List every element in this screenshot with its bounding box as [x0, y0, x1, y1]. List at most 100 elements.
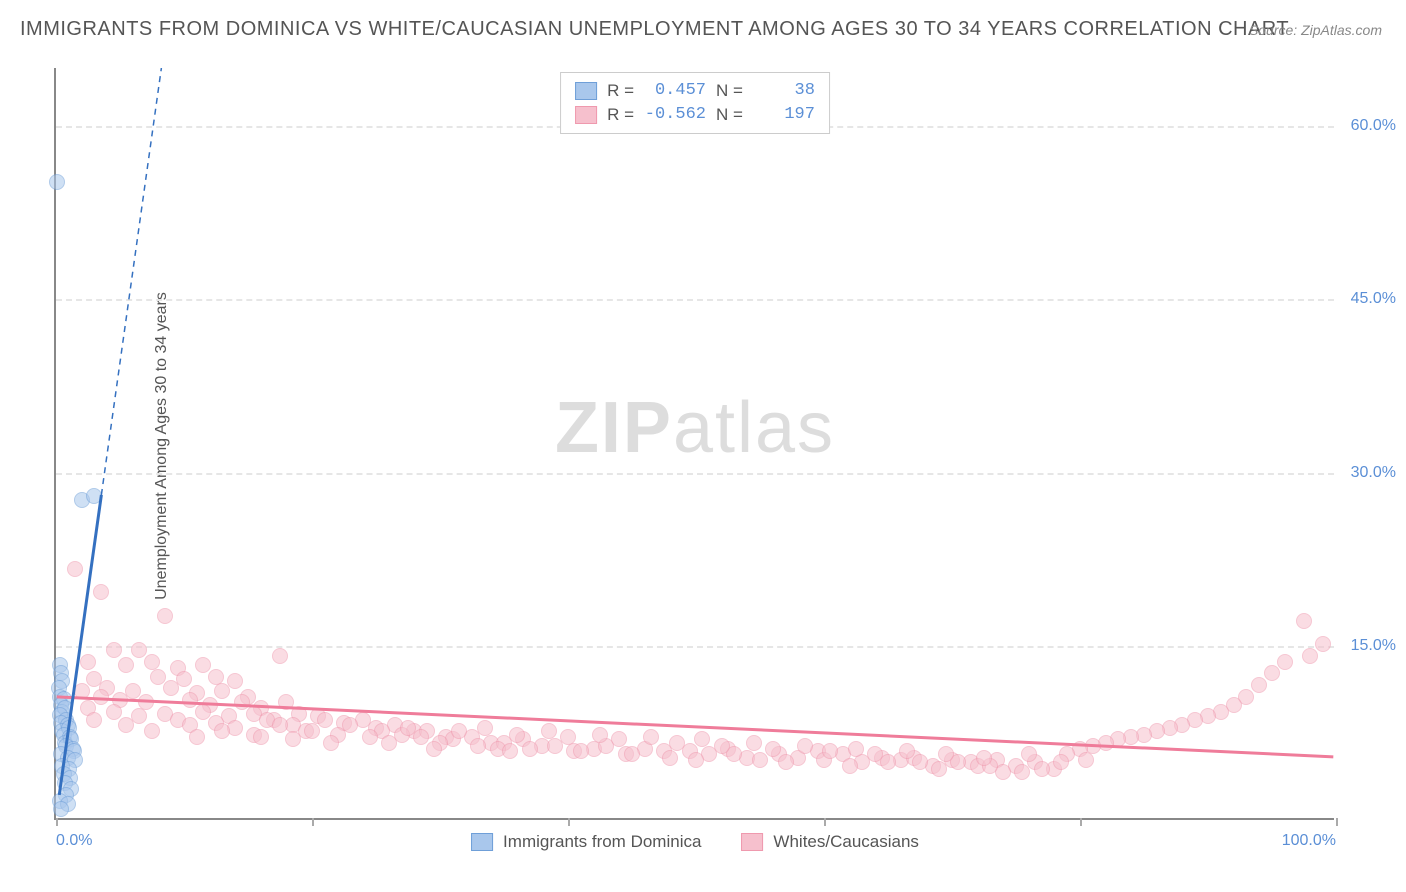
data-point: [669, 735, 685, 751]
data-point: [451, 723, 467, 739]
data-point: [1034, 761, 1050, 777]
data-point: [1264, 665, 1280, 681]
legend-label-b: Whites/Caucasians: [773, 832, 919, 852]
data-point: [74, 683, 90, 699]
r-value-b: -0.562: [644, 103, 706, 127]
data-point: [163, 680, 179, 696]
data-point: [49, 174, 65, 190]
gridline: [56, 473, 1334, 475]
data-point: [86, 712, 102, 728]
data-point: [509, 727, 525, 743]
data-point: [304, 723, 320, 739]
data-point: [214, 723, 230, 739]
chart-title: IMMIGRANTS FROM DOMINICA VS WHITE/CAUCAS…: [20, 18, 1289, 41]
data-point: [477, 720, 493, 736]
data-point: [426, 741, 442, 757]
legend-item-b: Whites/Caucasians: [741, 832, 919, 852]
data-point: [1021, 746, 1037, 762]
n-label: N =: [716, 103, 743, 127]
data-point: [912, 754, 928, 770]
data-point: [624, 746, 640, 762]
data-point: [688, 752, 704, 768]
x-tick: [1336, 818, 1338, 826]
data-point: [899, 743, 915, 759]
data-point: [1315, 636, 1331, 652]
data-point: [662, 750, 678, 766]
legend-label-a: Immigrants from Dominica: [503, 832, 701, 852]
data-point: [746, 735, 762, 751]
data-point: [93, 689, 109, 705]
y-tick-label: 30.0%: [1340, 464, 1396, 482]
x-tick: [824, 818, 826, 826]
data-point: [144, 654, 160, 670]
data-point: [694, 731, 710, 747]
legend-item-a: Immigrants from Dominica: [471, 832, 701, 852]
swatch-b: [575, 106, 597, 124]
data-point: [1053, 754, 1069, 770]
source-label: Source: ZipAtlas.com: [1249, 22, 1382, 38]
x-tick: [56, 818, 58, 826]
y-tick-label: 15.0%: [1340, 637, 1396, 655]
series-legend: Immigrants from Dominica Whites/Caucasia…: [471, 832, 919, 852]
data-point: [214, 683, 230, 699]
data-point: [778, 754, 794, 770]
r-value-a: 0.457: [644, 79, 706, 103]
data-point: [502, 743, 518, 759]
data-point: [976, 750, 992, 766]
data-point: [1302, 648, 1318, 664]
data-point: [106, 642, 122, 658]
data-point: [93, 584, 109, 600]
data-point: [157, 608, 173, 624]
data-point: [53, 801, 69, 817]
data-point: [470, 738, 486, 754]
data-point: [822, 743, 838, 759]
data-point: [189, 729, 205, 745]
data-point: [931, 761, 947, 777]
x-tick: [312, 818, 314, 826]
swatch-b: [741, 833, 763, 851]
data-point: [797, 738, 813, 754]
n-label: N =: [716, 79, 743, 103]
data-point: [317, 712, 333, 728]
gridline: [56, 646, 1334, 648]
n-value-a: 38: [753, 79, 815, 103]
x-tick: [1080, 818, 1082, 826]
y-tick-label: 60.0%: [1340, 117, 1396, 135]
data-point: [1078, 752, 1094, 768]
trend-line: [101, 68, 161, 495]
x-tick-label: 100.0%: [1282, 832, 1336, 850]
data-point: [592, 727, 608, 743]
data-point: [573, 743, 589, 759]
data-point: [118, 717, 134, 733]
data-point: [80, 654, 96, 670]
data-point: [1014, 764, 1030, 780]
data-point: [867, 746, 883, 762]
data-point: [611, 731, 627, 747]
swatch-a: [575, 82, 597, 100]
plot-area: ZIPatlas R = 0.457 N = 38 R = -0.562 N =…: [54, 68, 1334, 820]
data-point: [643, 729, 659, 745]
data-point: [541, 723, 557, 739]
r-label: R =: [607, 103, 634, 127]
data-point: [1277, 654, 1293, 670]
data-point: [752, 752, 768, 768]
data-point: [86, 488, 102, 504]
data-point: [381, 735, 397, 751]
data-point: [323, 735, 339, 751]
x-tick-label: 0.0%: [56, 832, 92, 850]
gridline: [56, 299, 1334, 301]
legend-row-a: R = 0.457 N = 38: [575, 79, 815, 103]
data-point: [106, 704, 122, 720]
data-point: [285, 731, 301, 747]
data-point: [560, 729, 576, 745]
x-tick: [568, 818, 570, 826]
data-point: [1296, 613, 1312, 629]
y-tick-label: 45.0%: [1340, 290, 1396, 308]
r-label: R =: [607, 79, 634, 103]
data-point: [400, 720, 416, 736]
n-value-b: 197: [753, 103, 815, 127]
data-point: [714, 738, 730, 754]
data-point: [144, 723, 160, 739]
watermark: ZIPatlas: [555, 387, 835, 469]
swatch-a: [471, 833, 493, 851]
